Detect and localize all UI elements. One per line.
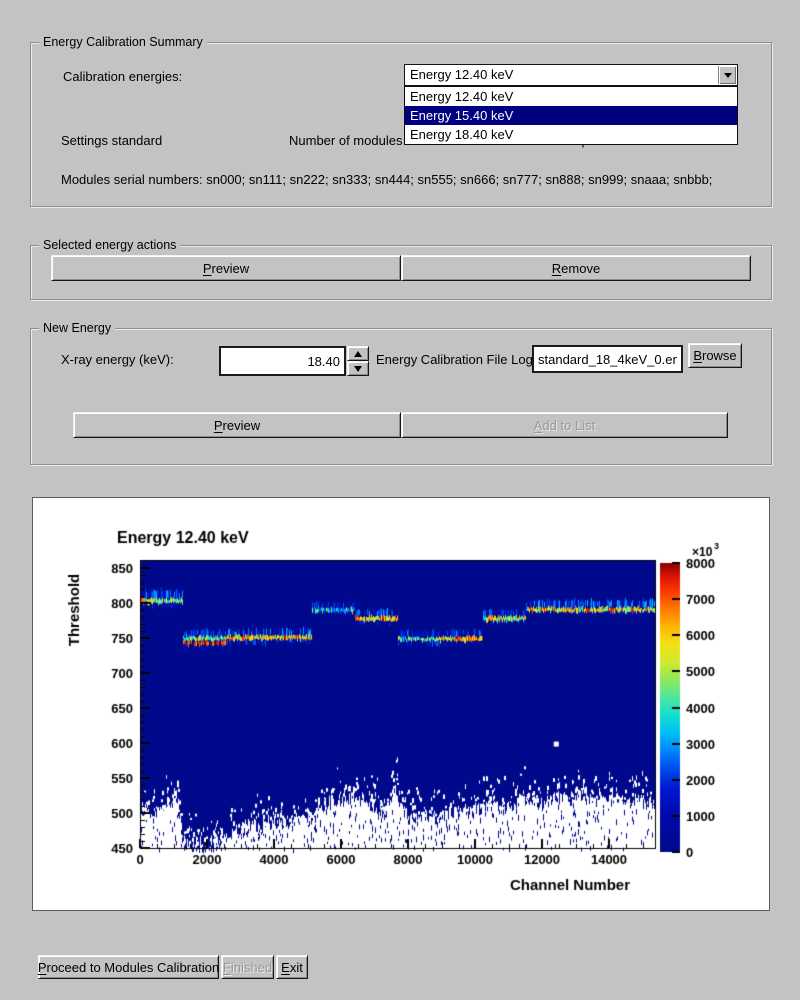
file-log-input[interactable]: [534, 347, 681, 371]
chevron-down-icon: [723, 72, 732, 78]
file-log-field: [532, 345, 683, 373]
calibration-histogram: [33, 498, 769, 910]
dropdown-option-energy-15[interactable]: Energy 15.40 keV: [405, 106, 737, 125]
spin-up-button[interactable]: [347, 346, 369, 361]
actions-group-title: Selected energy actions: [39, 238, 181, 252]
xray-energy-label: X-ray energy (keV):: [61, 352, 174, 367]
spin-down-button[interactable]: [347, 361, 369, 376]
calibration-energies-combobox[interactable]: Energy 12.40 keV: [404, 64, 738, 86]
calibration-energies-label: Calibration energies:: [63, 69, 183, 84]
settings-label: Settings standard: [61, 133, 163, 148]
plot-panel: [32, 497, 770, 911]
modules-count-label: Number of modules 12: [289, 133, 421, 148]
file-log-label: Energy Calibration File Log: [376, 352, 533, 367]
xray-energy-input[interactable]: [221, 348, 344, 374]
combobox-dropdown-list: Energy 12.40 keV Energy 15.40 keV Energy…: [404, 86, 738, 145]
new-energy-group: New Energy X-ray energy (keV): Energy Ca…: [30, 321, 772, 465]
xray-energy-field: [219, 346, 346, 376]
dropdown-option-energy-12[interactable]: Energy 12.40 keV: [410, 89, 514, 104]
summary-group-title: Energy Calibration Summary: [39, 35, 207, 49]
summary-group: Energy Calibration Summary Calibration e…: [30, 35, 772, 207]
arrow-down-icon: [354, 365, 362, 372]
arrow-up-icon: [354, 350, 362, 357]
dropdown-option-energy-18[interactable]: Energy 18.40 keV: [410, 127, 514, 142]
combobox-value: Energy 12.40 keV: [410, 67, 514, 82]
new-energy-group-title: New Energy: [39, 321, 116, 335]
combobox-dropdown-button[interactable]: [718, 66, 736, 84]
serial-numbers-label: Modules serial numbers: sn000; sn111; sn…: [61, 172, 713, 187]
